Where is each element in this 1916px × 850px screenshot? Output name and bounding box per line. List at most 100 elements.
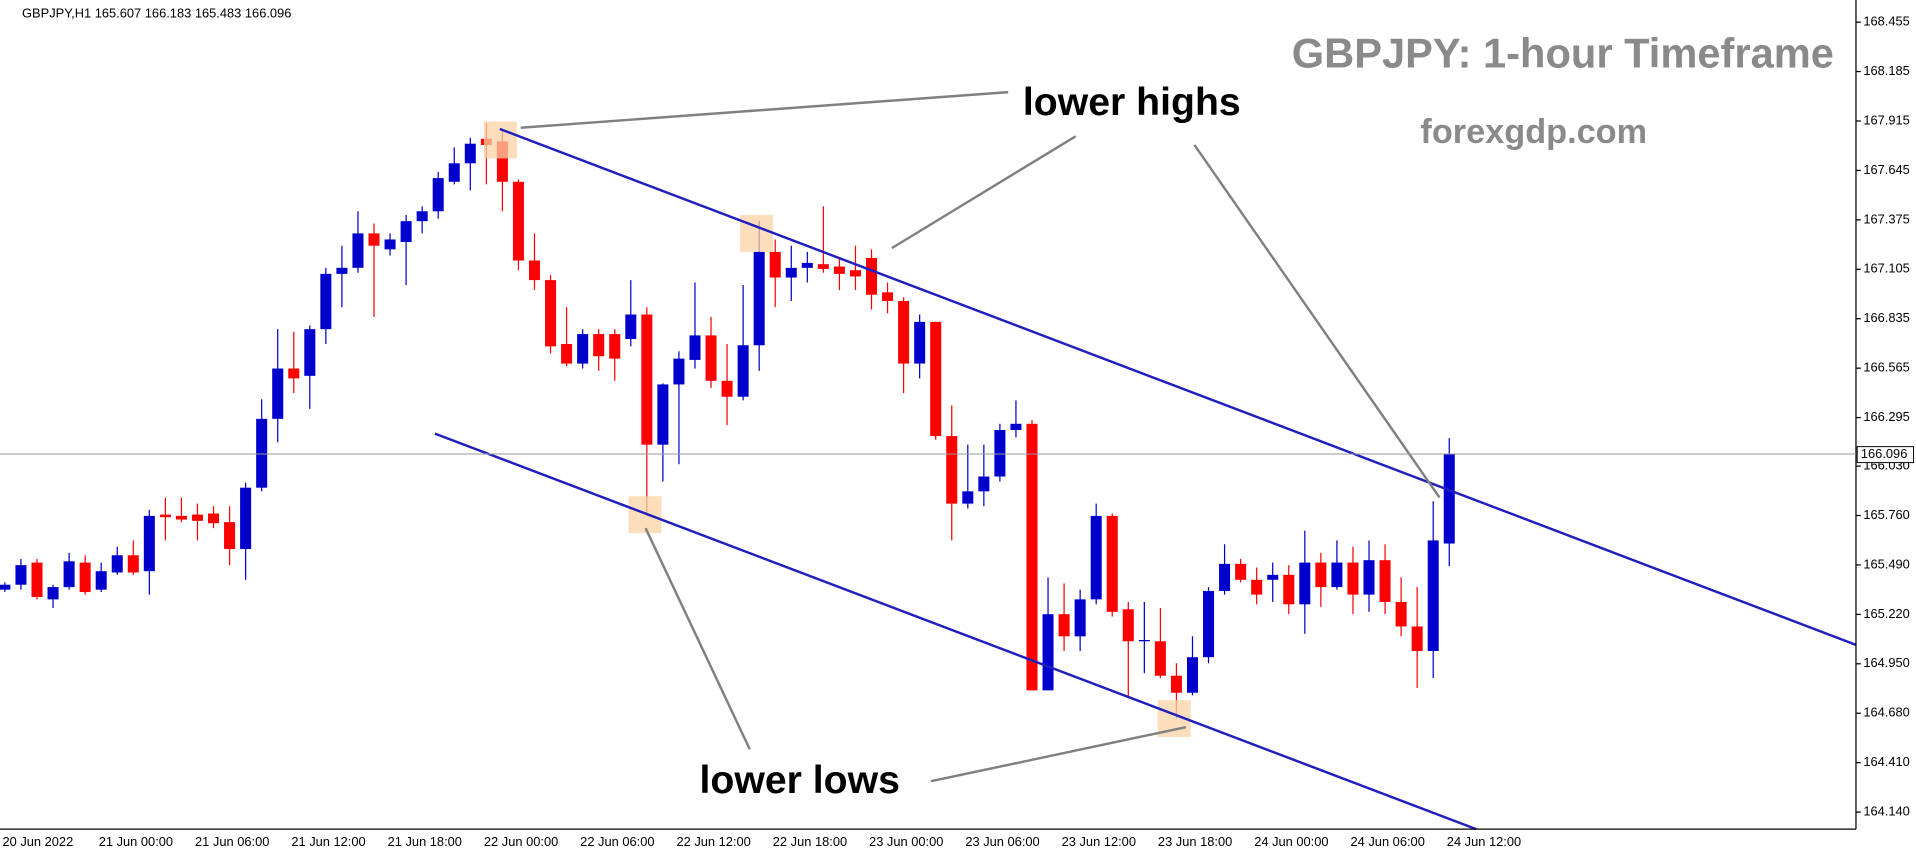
candle-body bbox=[705, 335, 717, 381]
y-tick-label: 167.105 bbox=[1863, 261, 1909, 276]
price-label-box bbox=[1856, 446, 1915, 464]
candle-body bbox=[79, 562, 91, 593]
x-tick-label: 23 Jun 06:00 bbox=[965, 834, 1039, 849]
y-tick-label: 166.835 bbox=[1863, 310, 1909, 325]
candle-body bbox=[368, 233, 380, 246]
candle-body bbox=[1010, 423, 1022, 431]
x-tick-label: 22 Jun 12:00 bbox=[676, 834, 750, 849]
candle-body bbox=[1235, 563, 1247, 580]
candle-body bbox=[1122, 609, 1134, 642]
candle-body bbox=[224, 522, 236, 550]
pointer-line bbox=[930, 725, 1187, 783]
pointer-line bbox=[520, 90, 1009, 129]
candle-body bbox=[63, 561, 75, 588]
candle-body bbox=[1411, 626, 1423, 651]
candle-body bbox=[159, 514, 171, 518]
y-tick-label: 165.760 bbox=[1863, 507, 1909, 522]
x-tick-label: 22 Jun 00:00 bbox=[484, 834, 558, 849]
x-tick-label: 21 Jun 12:00 bbox=[291, 834, 365, 849]
x-tick-label: 21 Jun 06:00 bbox=[195, 834, 269, 849]
candle-body bbox=[304, 329, 316, 376]
low: 165.483 bbox=[195, 6, 241, 21]
candle-body bbox=[914, 321, 926, 364]
candle-body bbox=[882, 292, 894, 301]
candle-body bbox=[1026, 423, 1038, 691]
candle-body bbox=[673, 358, 685, 385]
candle-body bbox=[769, 251, 781, 278]
candle-body bbox=[272, 368, 284, 419]
candle-body bbox=[416, 211, 428, 222]
x-tick-label: 22 Jun 18:00 bbox=[773, 834, 847, 849]
channel-line bbox=[434, 432, 1477, 831]
x-tick-label: 23 Jun 18:00 bbox=[1158, 834, 1232, 849]
candle-body bbox=[593, 334, 605, 357]
y-tick-label: 164.680 bbox=[1863, 705, 1909, 720]
candle-body bbox=[1331, 562, 1343, 588]
candle-body bbox=[577, 334, 589, 364]
x-tick-label: 21 Jun 18:00 bbox=[388, 834, 462, 849]
y-tick-label: 164.410 bbox=[1863, 754, 1909, 769]
candle-body bbox=[1267, 574, 1279, 580]
candle-body bbox=[95, 571, 107, 590]
candle-body bbox=[1154, 641, 1166, 676]
candle-body bbox=[737, 345, 749, 397]
y-tick-label: 167.915 bbox=[1863, 112, 1909, 127]
chart-title: GBPJPY: 1-hour Timeframe bbox=[1292, 29, 1834, 76]
x-tick-label: 24 Jun 12:00 bbox=[1447, 834, 1521, 849]
candle-body bbox=[448, 163, 460, 182]
candle-body bbox=[978, 476, 990, 492]
pointer-line bbox=[891, 135, 1077, 250]
x-tick-label: 24 Jun 00:00 bbox=[1254, 834, 1328, 849]
x-tick-label: 24 Jun 06:00 bbox=[1351, 834, 1425, 849]
annotation: lower highs bbox=[1023, 80, 1241, 124]
candle-body bbox=[512, 181, 524, 261]
candle-body bbox=[946, 436, 958, 504]
y-tick-label: 168.185 bbox=[1863, 63, 1909, 78]
header: GBPJPY,H1 165.607 166.183 165.483 166.09… bbox=[22, 6, 291, 21]
close: 166.096 bbox=[245, 6, 291, 21]
highlight bbox=[739, 214, 774, 252]
candle-body bbox=[849, 270, 861, 277]
candle-body bbox=[528, 260, 541, 281]
y-tick-label: 164.140 bbox=[1863, 803, 1909, 818]
y-tick-label: 166.295 bbox=[1863, 409, 1909, 424]
candle-body bbox=[1170, 675, 1182, 693]
x-tick-label: 23 Jun 00:00 bbox=[869, 834, 943, 849]
chart-subtitle: forexgdp.com bbox=[1420, 113, 1647, 151]
candle-body bbox=[753, 251, 765, 346]
candle-body bbox=[625, 314, 637, 340]
candle-body bbox=[1251, 579, 1263, 595]
price-label: 166.096 bbox=[1861, 446, 1907, 461]
candle-body bbox=[1443, 454, 1455, 544]
candle-body bbox=[1219, 563, 1231, 591]
y-tick-label: 165.220 bbox=[1863, 606, 1909, 621]
candle-body bbox=[256, 418, 268, 488]
candle-body bbox=[657, 384, 669, 445]
candle-body bbox=[432, 178, 444, 212]
y-tick-label: 166.565 bbox=[1863, 360, 1909, 375]
candle-body bbox=[1379, 560, 1391, 602]
candle-body bbox=[0, 584, 11, 590]
candle-body bbox=[1395, 601, 1407, 627]
candle-body bbox=[1090, 515, 1102, 600]
candle-body bbox=[496, 141, 508, 182]
candle-body bbox=[962, 491, 974, 504]
candle-body bbox=[898, 300, 910, 364]
candle-body bbox=[336, 267, 348, 274]
candle-body bbox=[384, 239, 396, 250]
y-tick-label: 167.645 bbox=[1863, 162, 1909, 177]
candle-body bbox=[352, 233, 364, 268]
candle-body bbox=[143, 515, 155, 572]
x-tick-label: 20 Jun 2022 bbox=[2, 834, 73, 849]
candle-body bbox=[1283, 574, 1295, 605]
candle-body bbox=[833, 266, 845, 274]
y-tick-label: 168.455 bbox=[1863, 14, 1909, 29]
candle-body bbox=[111, 555, 123, 573]
candle-body bbox=[288, 368, 300, 379]
candle-body bbox=[994, 430, 1006, 477]
open: 165.607 bbox=[95, 6, 141, 21]
candle-body bbox=[865, 257, 878, 295]
